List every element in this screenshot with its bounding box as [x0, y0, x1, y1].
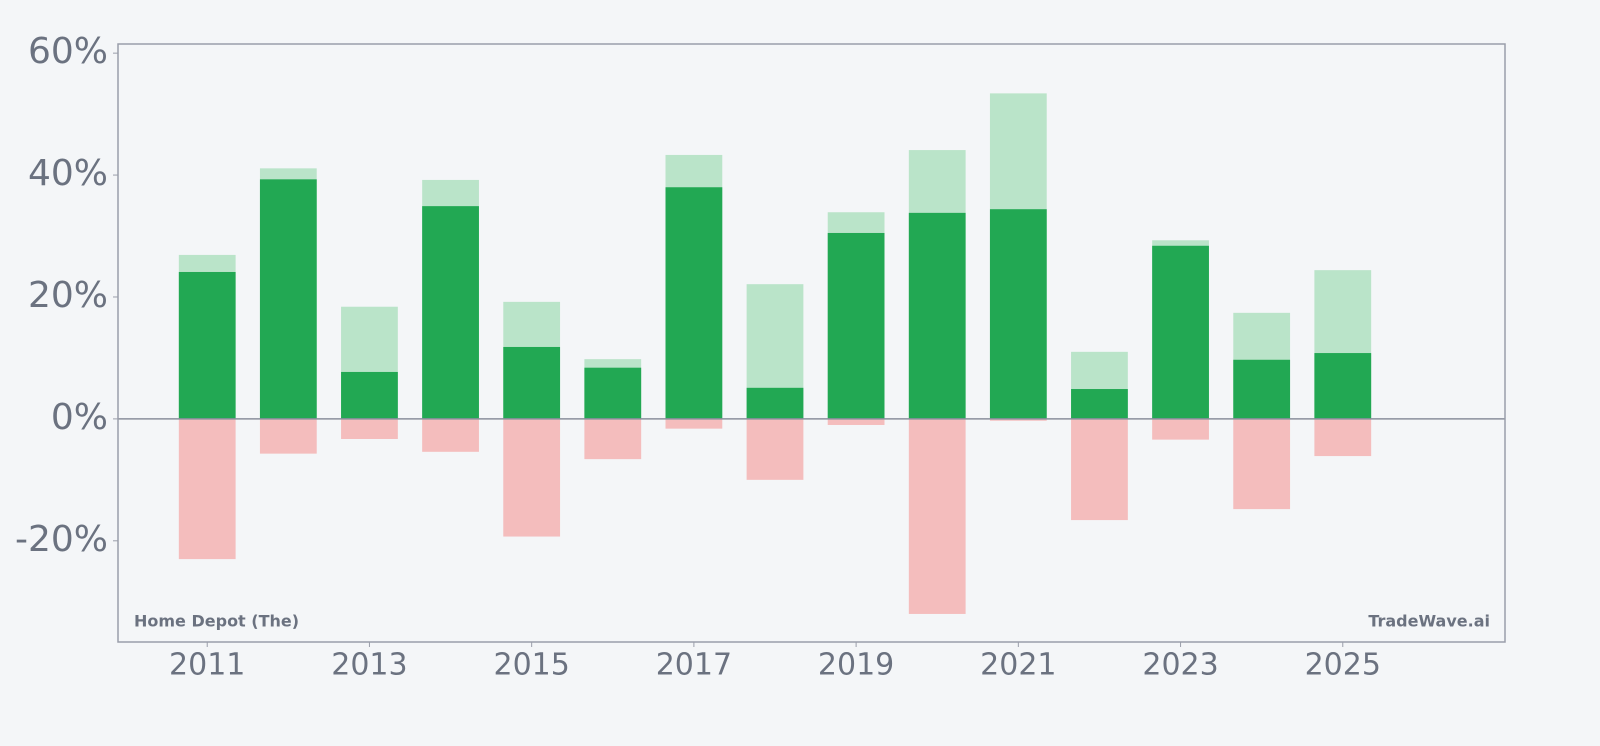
bar	[178, 271, 236, 419]
bar	[584, 418, 642, 460]
bar	[341, 418, 398, 440]
bar	[178, 418, 236, 560]
plot-frame	[117, 43, 1506, 643]
bar	[1233, 359, 1291, 419]
bar	[584, 367, 642, 419]
annotation: TradeWave.ai	[1368, 612, 1490, 631]
x-tick-label: 2017	[656, 648, 732, 683]
bar	[1152, 418, 1209, 440]
bar	[665, 187, 723, 419]
bar	[1314, 418, 1372, 457]
y-tick-label: 40%	[28, 153, 108, 194]
x-tick-label: 2023	[1142, 648, 1218, 683]
y-tick-label: 60%	[28, 31, 108, 72]
x-tick-label: 2025	[1305, 648, 1381, 683]
bar	[989, 209, 1047, 419]
bar	[827, 418, 885, 425]
bar	[908, 212, 966, 419]
bar	[746, 387, 804, 419]
bar	[746, 418, 804, 480]
bar	[1152, 245, 1209, 419]
bar	[1071, 389, 1128, 419]
bar	[908, 418, 966, 614]
x-tick-label: 2011	[169, 648, 245, 683]
bar	[503, 418, 561, 537]
y-tick-label: 20%	[28, 275, 108, 316]
y-tick-label: -20%	[15, 519, 108, 560]
y-tick-label: 0%	[51, 397, 108, 438]
bar	[259, 179, 317, 419]
bar	[503, 346, 561, 419]
x-tick-label: 2015	[493, 648, 569, 683]
bar	[1314, 353, 1372, 419]
bar	[1233, 418, 1291, 510]
x-tick-label: 2021	[980, 648, 1056, 683]
x-tick-label: 2013	[331, 648, 407, 683]
bar	[259, 418, 317, 454]
bar	[665, 418, 723, 429]
bar	[989, 418, 1047, 421]
bar	[827, 232, 885, 419]
x-tick-label: 2019	[818, 648, 894, 683]
bar	[341, 371, 398, 419]
bar	[1071, 418, 1128, 521]
bar	[422, 418, 479, 452]
bar	[422, 206, 479, 419]
annotation: Home Depot (The)	[134, 612, 299, 631]
